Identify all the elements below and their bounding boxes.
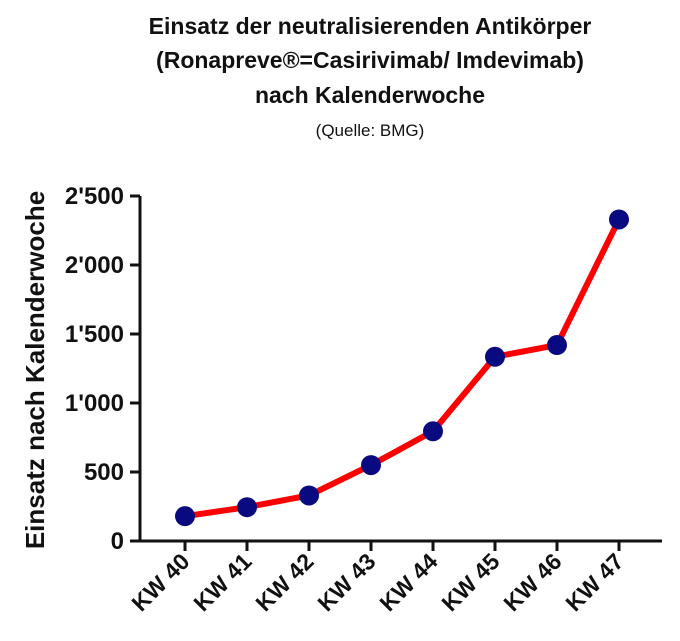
series-line: [182, 216, 622, 520]
data-point: [237, 497, 257, 518]
x-tick-label: KW 46: [498, 548, 566, 616]
y-tick-label: 2'000: [65, 252, 124, 279]
y-tick-label: 1'500: [65, 321, 124, 348]
x-tick-label: KW 44: [374, 548, 442, 616]
data-point: [547, 335, 567, 356]
data-point: [423, 421, 443, 442]
y-axis-label: Einsatz nach Kalenderwoche: [20, 191, 50, 549]
data-point: [609, 209, 629, 230]
x-tick-label: KW 43: [312, 548, 380, 616]
y-tick-label: 500: [84, 459, 124, 486]
x-tick-label: KW 41: [188, 548, 256, 616]
data-point: [299, 485, 319, 506]
x-tick-label: KW 47: [560, 548, 628, 616]
data-points: [175, 209, 629, 527]
data-point: [361, 455, 381, 476]
y-tick-label: 1'000: [65, 390, 124, 417]
x-tick-label: KW 45: [436, 548, 504, 616]
y-tick-label: 2'500: [65, 183, 124, 210]
data-point: [485, 346, 505, 367]
x-tick-label: KW 40: [126, 548, 194, 616]
title-line-3: nach Kalenderwoche: [255, 82, 485, 108]
x-tick-label: KW 42: [250, 548, 318, 616]
data-point: [175, 506, 195, 527]
chart-title: Einsatz der neutralisierenden Antikörper…: [149, 13, 592, 108]
title-line-2: (Ronapreve®=Casirivimab/ Imdevimab): [156, 47, 584, 73]
chart-subtitle: (Quelle: BMG): [316, 121, 425, 140]
y-axis-ticks: 0 500 1'000 1'500 2'000 2'500: [65, 183, 140, 555]
title-line-1: Einsatz der neutralisierenden Antikörper: [149, 13, 592, 39]
y-tick-label: 0: [111, 528, 124, 555]
